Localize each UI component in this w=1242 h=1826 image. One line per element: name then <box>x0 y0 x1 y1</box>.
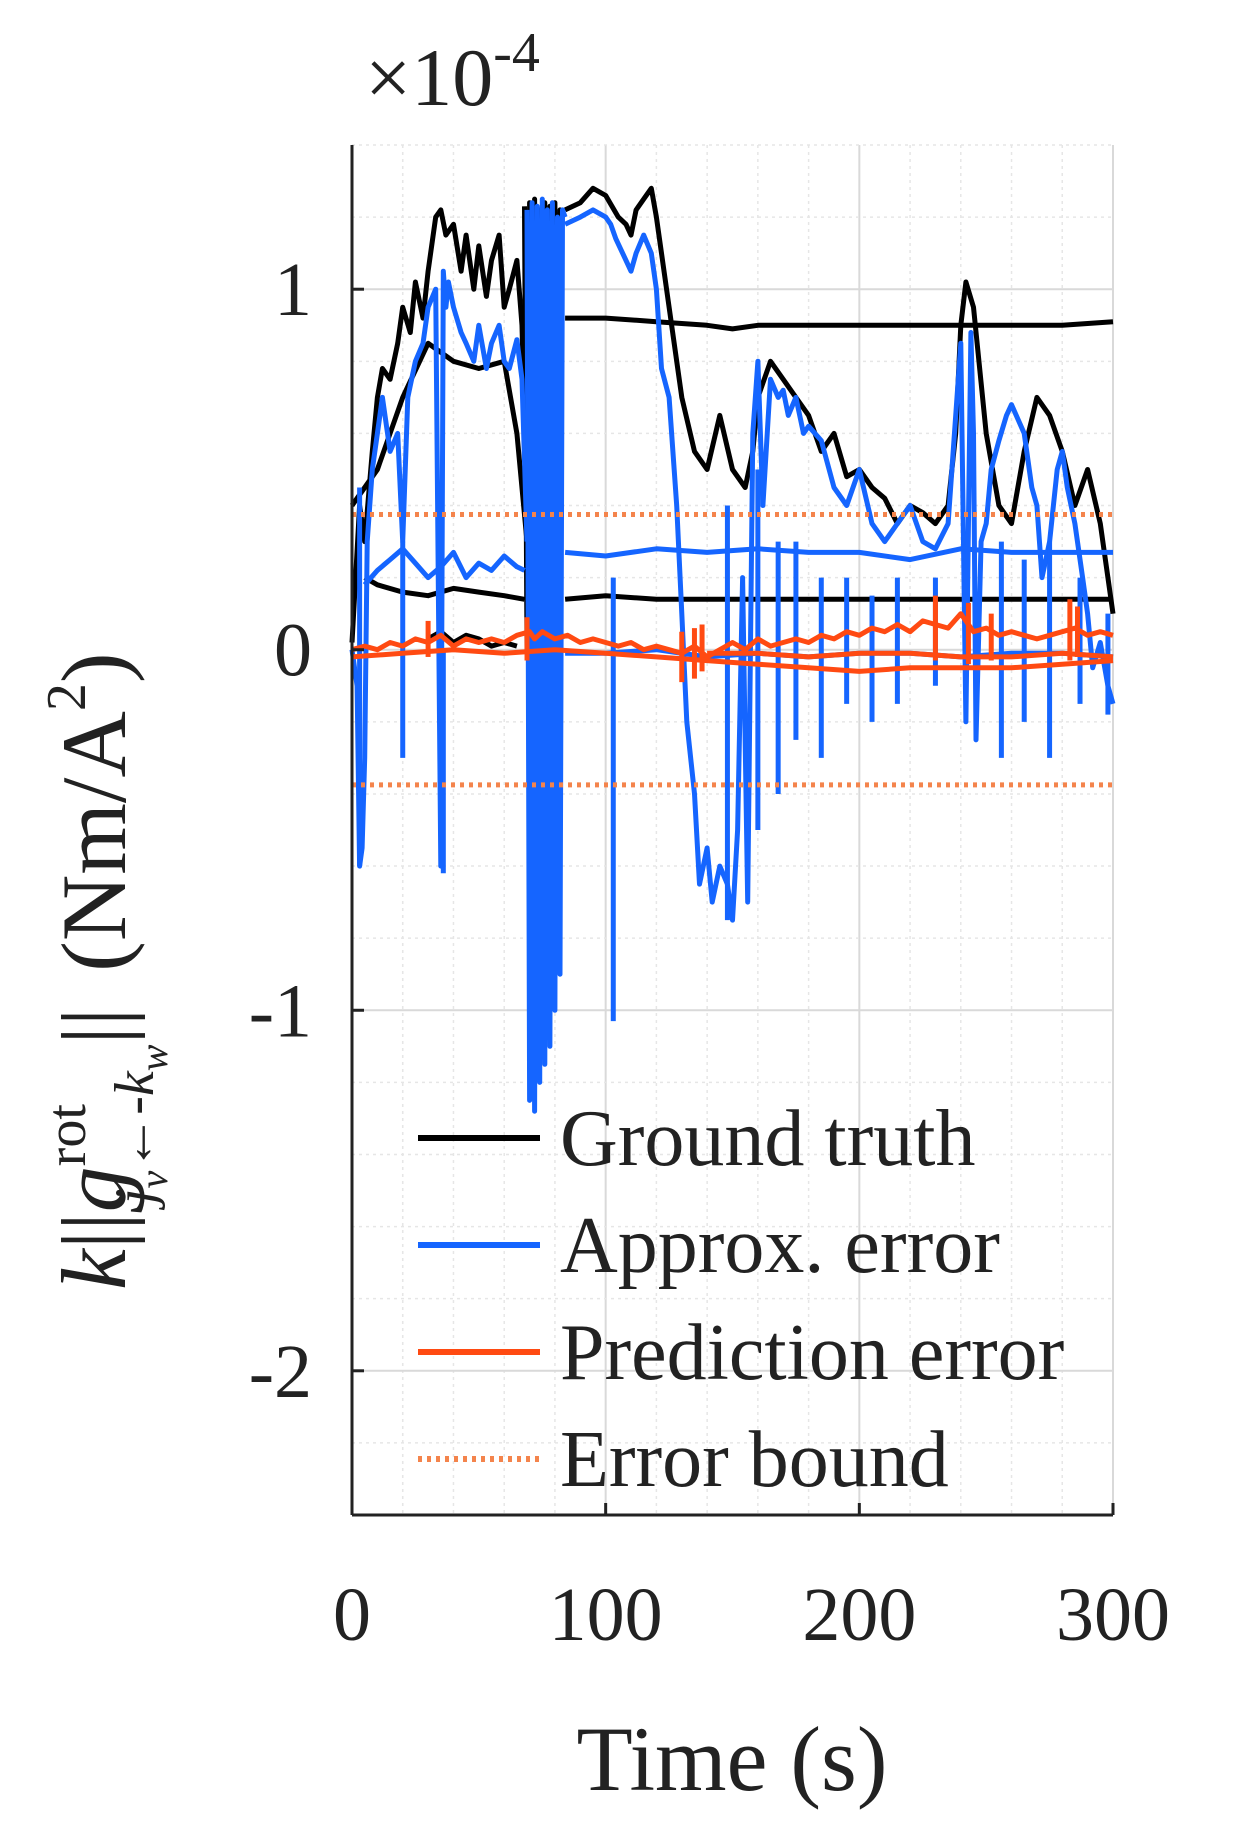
approx-error-line <box>349 268 530 869</box>
x-tick-label: 0 <box>333 1573 371 1657</box>
y-tick-label: -1 <box>249 969 312 1053</box>
prediction-error-line <box>351 611 1114 660</box>
y-tick-label: 1 <box>274 248 312 332</box>
ground-truth-line <box>564 593 1113 602</box>
tick-labels: 0 100 200 300 -2 -1 0 1 <box>249 248 1170 1657</box>
y-tick-label: -2 <box>249 1330 312 1414</box>
x-tick-label: 300 <box>1056 1573 1170 1657</box>
svg-text:k||grotjv←-kw||(Nm/A2): k||grotjv←-kw||(Nm/A2) <box>36 652 176 1290</box>
approx-error-line <box>524 196 568 1114</box>
series-error-bound <box>352 512 1113 788</box>
legend-label-ground-truth: Ground truth <box>560 1095 976 1183</box>
approx-error-line <box>362 546 526 587</box>
grid <box>351 144 1114 1516</box>
legend-label-approx-error: Approx. error <box>560 1202 1000 1290</box>
approx-error-line <box>564 207 1116 923</box>
series-ground-truth <box>349 185 1116 653</box>
plot-area <box>349 185 1116 1114</box>
legend-label-error-bound: Error bound <box>560 1416 949 1504</box>
series-prediction-error <box>351 595 1114 683</box>
legend: Ground truth Approx. error Prediction er… <box>418 1095 1064 1504</box>
y-tick-label: 0 <box>274 609 312 693</box>
ground-truth-line <box>349 340 530 542</box>
legend-label-prediction-error: Prediction error <box>560 1309 1064 1397</box>
axes <box>350 145 1113 1517</box>
series-approx-error <box>349 196 1116 1114</box>
prediction-error-line <box>351 647 1114 674</box>
ground-truth-line <box>363 575 525 602</box>
ground-truth-line <box>349 207 530 643</box>
exponent-label: ×10-4 <box>365 22 540 123</box>
approx-error-line <box>564 546 1113 563</box>
prediction-error-line <box>707 650 1114 660</box>
x-tick-label: 200 <box>802 1573 916 1657</box>
x-axis-title: Time (s) <box>577 1708 888 1810</box>
ground-truth-line <box>565 315 1114 332</box>
x-tick-label: 100 <box>549 1573 663 1657</box>
ground-truth-line <box>564 185 1116 615</box>
y-axis-title: k||grotjv←-kw||(Nm/A2) <box>36 652 176 1290</box>
